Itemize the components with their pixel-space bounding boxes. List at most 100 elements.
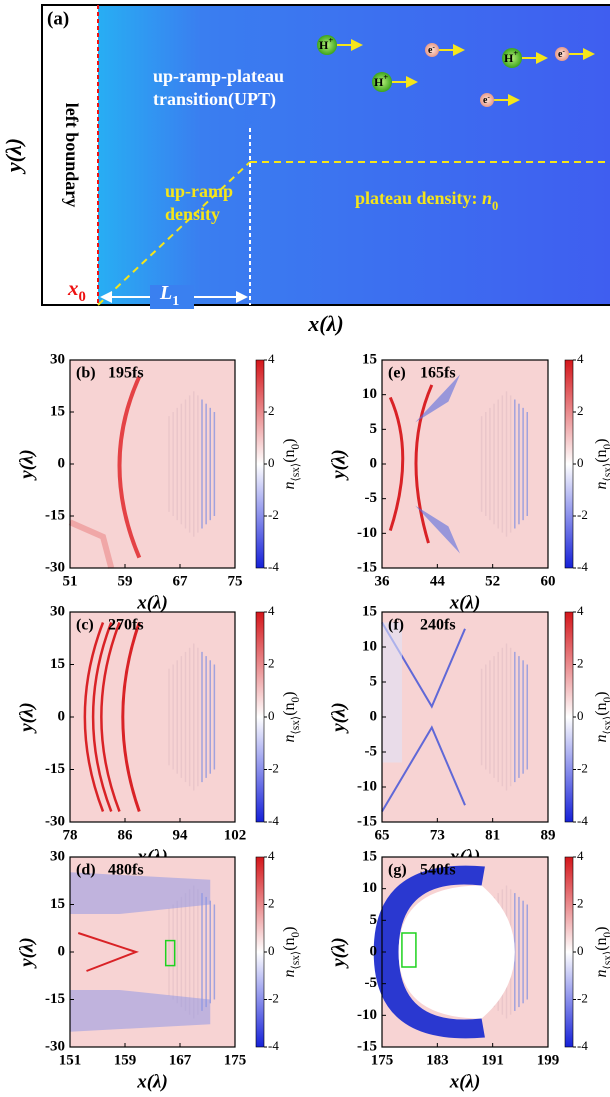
colorbar-label: n⟨sx⟩(n0) [593, 439, 610, 490]
y-tick-label: -15 [45, 761, 65, 777]
text-part: ) [593, 927, 610, 932]
colorbar-tick-label: -4 [268, 559, 279, 574]
particle [480, 93, 494, 107]
y-tick-label: 30 [50, 351, 65, 367]
text-part: 0 [290, 931, 302, 937]
colorbar-tick-label: 0 [577, 943, 584, 958]
particle-label: e- [558, 47, 565, 61]
y-tick-label: -15 [45, 507, 65, 523]
colorbar-tick-label: 0 [577, 708, 584, 723]
colorbar-tick-label: 4 [577, 603, 584, 618]
panel-label: (a) [47, 8, 69, 29]
particle [372, 72, 392, 92]
text-part: plateau density: [355, 188, 482, 208]
text-part: x [67, 276, 79, 300]
x-tick-label: 86 [118, 827, 134, 843]
y-axis-label: y(λ) [328, 449, 349, 481]
time-label: 240fs [420, 617, 456, 634]
y-tick-label: -30 [45, 813, 65, 829]
text-part: e [428, 45, 433, 56]
y-tick-label: 15 [50, 896, 65, 912]
text-part: 0 [602, 443, 610, 449]
panel-label: (f) [388, 617, 404, 634]
text-part: ⟨sx⟩ [602, 716, 610, 735]
text-part: e [558, 49, 563, 60]
y-tick-label: -10 [357, 1007, 377, 1023]
text-part: (n [593, 449, 610, 462]
text-part: 0 [290, 443, 302, 449]
x-tick-label: 78 [63, 827, 78, 843]
time-label: 540fs [420, 862, 456, 879]
x-tick-label: 59 [118, 573, 133, 589]
feature [388, 384, 434, 544]
time-label: 165fs [420, 365, 456, 382]
text-part: ) [593, 439, 610, 444]
text-part: ⟨sx⟩ [290, 716, 302, 735]
field-map [70, 612, 235, 822]
feature [68, 519, 115, 569]
y-axis-label: y(λ) [328, 937, 349, 969]
colorbar-label: n⟨sx⟩(n0) [593, 692, 610, 743]
text-part: ⟨sx⟩ [290, 951, 302, 970]
particle-label: H+ [319, 36, 333, 51]
panel-a: (a) left boundary up-ramp-plateau transitio… [1, 4, 610, 336]
y-tick-label: 0 [58, 455, 66, 471]
y-axis-label: y(λ) [1, 138, 26, 175]
colorbar-tick-label: 2 [577, 403, 584, 418]
text-part: n [281, 969, 298, 977]
feature [83, 622, 105, 812]
feature [382, 622, 402, 763]
text-part: ) [281, 439, 298, 444]
feature [77, 932, 139, 972]
text-part: H [319, 38, 329, 52]
text-part: ⟨sx⟩ [602, 951, 610, 970]
field-map [382, 612, 548, 822]
colorbar [255, 856, 265, 1048]
text-part: + [328, 36, 333, 45]
text-part: n [482, 188, 492, 208]
y-tick-label: 0 [370, 455, 378, 471]
y-tick-label: 10 [362, 880, 377, 896]
x-tick-label: 44 [430, 573, 446, 589]
text-part: 0 [79, 289, 86, 305]
l1-label: L1 [159, 282, 179, 309]
colorbar-tick-label: -4 [577, 559, 588, 574]
y-tick-label: -5 [365, 490, 378, 506]
text-part: n [281, 481, 298, 489]
ramp-label: up-ramp [165, 181, 233, 201]
panel: 36 44 52 60 15 10 5 0 -5 -10 -15 x(λ) y(λ) (e) 165fs 4 2… [328, 351, 610, 613]
text-part: H [374, 75, 384, 89]
colorbar-tick-label: -2 [577, 507, 588, 522]
feature [398, 885, 515, 1019]
feature [373, 865, 485, 1039]
y-tick-label: 30 [50, 603, 65, 619]
colorbar-tick-label: -2 [577, 990, 588, 1005]
x-axis-label: x(λ) [307, 311, 343, 336]
y-tick-label: -10 [357, 778, 377, 794]
particle [555, 47, 569, 61]
x0-label: x0 [67, 276, 86, 306]
panel-label: (c) [76, 617, 94, 634]
panel-label: (g) [388, 862, 407, 879]
x-tick-label: 151 [59, 1052, 82, 1068]
x-tick-label: 175 [371, 1052, 394, 1068]
colorbar-tick-label: -2 [268, 760, 279, 775]
y-tick-label: 5 [370, 421, 378, 437]
colorbar-tick-label: 0 [268, 455, 275, 470]
particle [317, 35, 337, 55]
x-tick-label: 75 [228, 573, 243, 589]
text-part: (n [281, 702, 298, 715]
panel-label: (e) [388, 365, 406, 382]
x-tick-label: 65 [375, 827, 390, 843]
y-tick-label: 10 [362, 638, 377, 654]
x-tick-label: 167 [169, 1052, 192, 1068]
particle-label: e- [428, 43, 435, 57]
time-label: 195fs [108, 365, 144, 382]
colorbar-tick-label: 2 [268, 403, 275, 418]
upt-label: up-ramp-plateau [153, 66, 284, 86]
y-axis-label: y(λ) [16, 702, 37, 734]
text-part: H [504, 51, 514, 65]
y-tick-label: 15 [50, 656, 65, 672]
text-part: (n [281, 449, 298, 462]
